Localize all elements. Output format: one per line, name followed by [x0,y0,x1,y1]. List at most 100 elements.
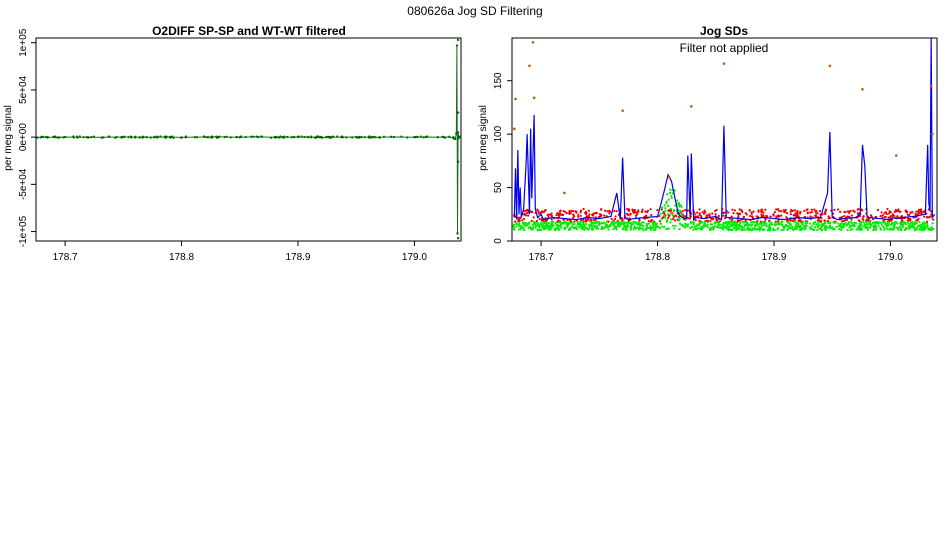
chart-left-data-point [62,136,65,139]
chart-right-green-point [632,221,635,224]
chart-right-red-point [572,210,575,213]
chart-right-red-point [632,211,636,214]
chart-right-green-point [671,214,675,217]
chart-right-green-point [814,226,817,229]
chart-right-green-point [531,228,535,231]
chart-right-green-point [545,223,548,227]
chart-right-green-point [902,224,905,227]
chart-right-red-point [550,214,554,218]
chart-right-green-point [901,226,904,229]
chart-right-red-point [810,208,813,211]
chart-right-red-point [570,209,573,213]
chart-right-xtick-label: 178.7 [529,252,554,263]
chart-right-red-point [784,208,787,211]
chart-right-green-point [784,224,787,228]
chart-left-data-point [281,135,284,139]
chart-right-green-point [665,201,668,205]
chart-right-red-point [540,210,544,213]
chart-right-red-point [916,213,919,216]
chart-right-green-point [755,224,758,227]
chart-right-red-point [532,216,535,219]
chart-left-data-point [172,136,175,139]
chart-left-data-point [90,136,93,139]
chart-right-green-point [855,222,858,225]
chart-right-red-point [714,217,718,220]
chart-right-green-point [671,224,675,227]
chart-right-green-point [809,222,812,225]
chart-right-red-point [568,209,571,213]
chart-right-red-point [887,216,890,219]
chart-right-red-point [895,209,898,213]
chart-right-green-point [547,221,550,225]
chart-right-red-point [815,212,818,215]
chart-right-red-point [701,211,704,214]
chart-right-green-point [879,226,882,230]
chart-right-green-point [615,221,618,224]
chart-right-red-point [881,216,884,219]
chart-right-green-point [843,224,846,228]
chart-right-outlier-point [894,154,898,157]
chart-right-green-point [645,224,648,227]
chart-right-green-point [667,198,670,201]
chart-right-red-point [592,218,596,221]
chart-right-green-point [523,221,526,225]
chart-right-green-point [890,221,893,225]
chart-right-red-point [932,218,935,221]
chart-right-green-point [738,225,741,229]
chart-left-outlier-point [456,111,460,114]
chart-right-green-point [616,221,620,224]
chart-right-green-point [869,223,872,226]
chart-right-green-point [821,222,824,225]
chart-right-green-point [626,224,629,227]
chart-right-green-point [596,227,600,230]
chart-right-green-point [743,228,746,231]
chart-right-green-point [774,221,777,224]
chart-right-green-point [828,227,832,230]
chart-left-data-point [443,136,447,139]
chart-left-data-point [120,136,123,139]
chart-right-red-point [824,212,827,216]
chart-right-red-point [625,212,628,215]
chart-right-green-point [715,225,719,228]
chart-right-green-point [906,221,910,224]
chart-right-green-point [840,228,843,231]
chart-left-ytick-label: 0e+00 [18,123,29,152]
chart-right-green-point [612,221,615,225]
chart-right-green-point [683,226,687,229]
chart-right-green-point [664,207,667,210]
chart-right-green-point [825,224,828,228]
chart-right-green-point [674,204,677,207]
chart-right-green-point [799,221,802,224]
chart-left-data-point [92,135,96,138]
chart-right-green-point [669,221,672,224]
chart-right-green-point [583,228,586,231]
chart-right-green-point [628,222,631,225]
chart-right-green-point [748,228,751,231]
chart-right-red-point [603,209,607,212]
chart-left-ytick-label: 5e+04 [18,75,29,104]
chart-right-green-point [755,221,758,224]
chart-right-red-point [915,210,918,213]
chart-right-green-point [745,228,748,231]
chart-left-data-point [154,135,157,138]
chart-right-red-point [867,217,870,220]
chart-right-red-point [539,211,542,214]
chart-right-green-point [706,221,710,224]
chart-right-red-point [517,216,520,219]
chart-left-data-point [193,136,196,139]
chart-left-data-point [422,136,425,139]
chart-right-red-point [838,216,841,220]
chart-right-green-point [704,224,708,227]
chart-right-green-point [881,224,884,227]
chart-right-red-point [658,220,662,223]
chart-left-data-point [420,135,423,138]
chart-right-red-point [772,214,775,217]
chart-right-green-point [607,228,610,231]
chart-right-red-point [799,219,802,222]
chart-right-green-point [811,228,815,231]
chart-right-green-point [911,226,914,229]
chart-right-red-point [610,217,613,221]
chart-right-green-point [667,204,670,207]
chart-right-red-point [599,214,602,218]
chart-right-red-point [663,212,666,215]
